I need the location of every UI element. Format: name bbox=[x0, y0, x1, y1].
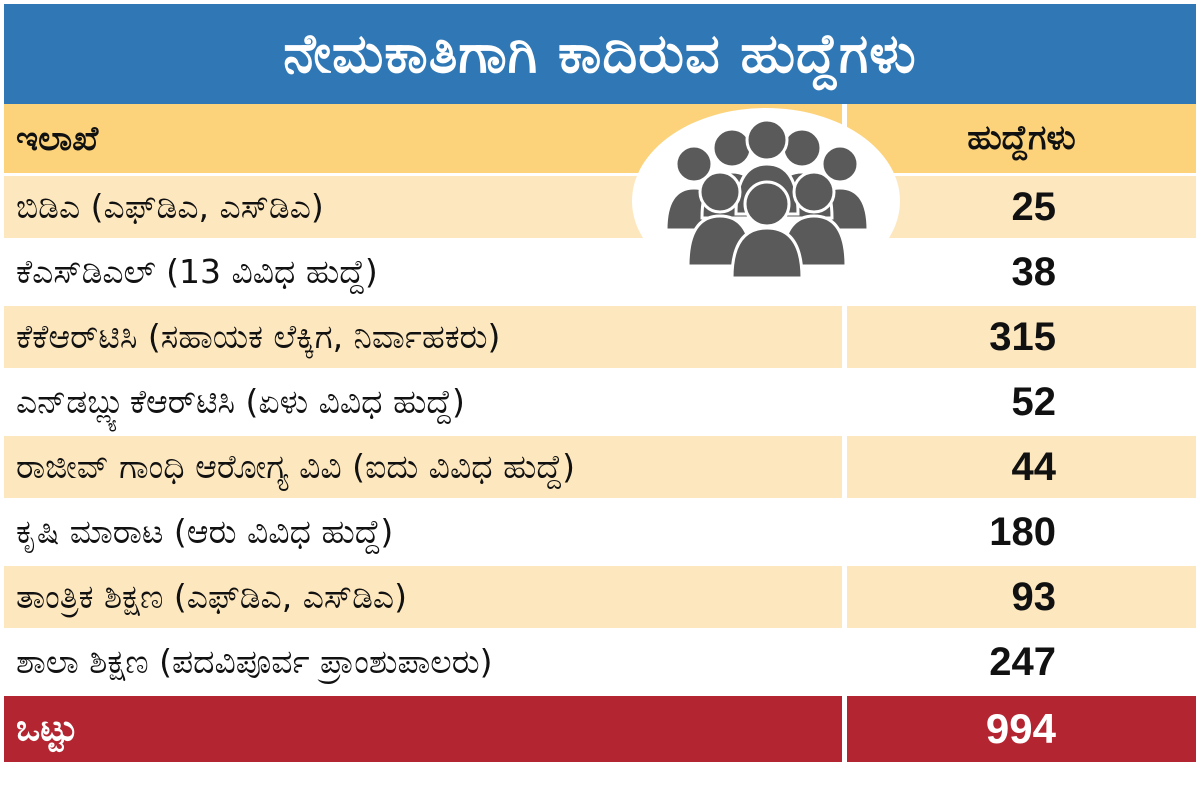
department-cell: ಎನ್‌ಡಬ್ಲ್ಯುಕೆಆರ್‌ಟಿಸಿ (ಏಳು ವಿವಿಧ ಹುದ್ದೆ) bbox=[16, 382, 465, 421]
department-cell: ತಾಂತ್ರಿಕ ಶಿಕ್ಷಣ (ಎಫ್‌ಡಿಎ, ಎಸ್‌ಡಿಎ) bbox=[16, 577, 407, 616]
posts-table: ಇಲಾಖೆ ಹುದ್ದೆಗಳು ಬಿಡಿಎ (ಎಫ್‌ಡಿಎ, ಎಸ್‌ಡಿಎ)… bbox=[4, 104, 1196, 762]
column-divider bbox=[842, 371, 847, 433]
column-divider bbox=[842, 631, 847, 693]
department-cell: ಕೆಎಸ್‌ಡಿಎಲ್ (13 ವಿವಿಧ ಹುದ್ದೆ) bbox=[16, 252, 378, 291]
posts-cell: 93 bbox=[1011, 574, 1057, 619]
column-divider bbox=[842, 436, 847, 498]
column-divider bbox=[842, 501, 847, 563]
posts-cell: 315 bbox=[989, 314, 1056, 359]
department-cell: ಕೆಕೆಆರ್‌ಟಿಸಿ (ಸಹಾಯಕ ಲೆಕ್ಕಿಗ, ನಿರ್ವಾಹಕರು) bbox=[16, 317, 501, 356]
department-cell: ಬಿಡಿಎ (ಎಫ್‌ಡಿಎ, ಎಸ್‌ಡಿಎ) bbox=[16, 187, 324, 226]
posts-cell: 44 bbox=[1011, 444, 1057, 489]
department-cell: ಶಾಲಾ ಶಿಕ್ಷಣ (ಪದವಿಪೂರ್ವ ಪ್ರಾಂಶುಪಾಲರು) bbox=[16, 642, 493, 681]
column-divider bbox=[842, 306, 847, 368]
table-row: ರಾಜೀವ್ ಗಾಂಧಿ ಆರೋಗ್ಯ ವಿವಿ (ಐದು ವಿವಿಧ ಹುದ್… bbox=[4, 436, 1196, 501]
posts-cell: 38 bbox=[1011, 249, 1057, 294]
table-row: ಎನ್‌ಡಬ್ಲ್ಯುಕೆಆರ್‌ಟಿಸಿ (ಏಳು ವಿವಿಧ ಹುದ್ದೆ)… bbox=[4, 371, 1196, 436]
total-row: ಒಟ್ಟು 994 bbox=[4, 696, 1196, 762]
department-cell: ಕೃಷಿ ಮಾರಾಟ (ಆರು ವಿವಿಧ ಹುದ್ದೆ) bbox=[16, 512, 394, 551]
table-row: ಶಾಲಾ ಶಿಕ್ಷಣ (ಪದವಿಪೂರ್ವ ಪ್ರಾಂಶುಪಾಲರು) 247 bbox=[4, 631, 1196, 696]
posts-cell: 180 bbox=[989, 509, 1056, 554]
group-of-people-icon bbox=[664, 118, 870, 278]
table-row: ತಾಂತ್ರಿಕ ಶಿಕ್ಷಣ (ಎಫ್‌ಡಿಎ, ಎಸ್‌ಡಿಎ) 93 bbox=[4, 566, 1196, 631]
table-row: ಕೆಎಸ್‌ಡಿಎಲ್ (13 ವಿವಿಧ ಹುದ್ದೆ) 38 bbox=[4, 241, 1196, 306]
posts-cell: 25 bbox=[1011, 184, 1057, 229]
column-divider bbox=[842, 566, 847, 628]
department-cell: ರಾಜೀವ್ ಗಾಂಧಿ ಆರೋಗ್ಯ ವಿವಿ (ಐದು ವಿವಿಧ ಹುದ್… bbox=[16, 447, 575, 486]
posts-cell: 52 bbox=[1011, 379, 1057, 424]
total-label: ಒಟ್ಟು bbox=[16, 708, 78, 749]
posts-cell: 247 bbox=[989, 639, 1056, 684]
column-header-department: ಇಲಾಖೆ bbox=[16, 118, 99, 159]
page-title: ನೇಮಕಾತಿಗಾಗಿ ಕಾದಿರುವ ಹುದ್ದೆಗಳು bbox=[4, 4, 1196, 104]
column-header-posts: ಹುದ್ದೆಗಳು bbox=[967, 119, 1076, 157]
table-row: ಬಿಡಿಎ (ಎಫ್‌ಡಿಎ, ಎಸ್‌ಡಿಎ) 25 bbox=[4, 176, 1196, 241]
column-divider bbox=[842, 696, 847, 762]
table-row: ಕೃಷಿ ಮಾರಾಟ (ಆರು ವಿವಿಧ ಹುದ್ದೆ) 180 bbox=[4, 501, 1196, 566]
table-header-row: ಇಲಾಖೆ ಹುದ್ದೆಗಳು bbox=[4, 104, 1196, 176]
table-row: ಕೆಕೆಆರ್‌ಟಿಸಿ (ಸಹಾಯಕ ಲೆಕ್ಕಿಗ, ನಿರ್ವಾಹಕರು)… bbox=[4, 306, 1196, 371]
total-value: 994 bbox=[985, 705, 1056, 752]
